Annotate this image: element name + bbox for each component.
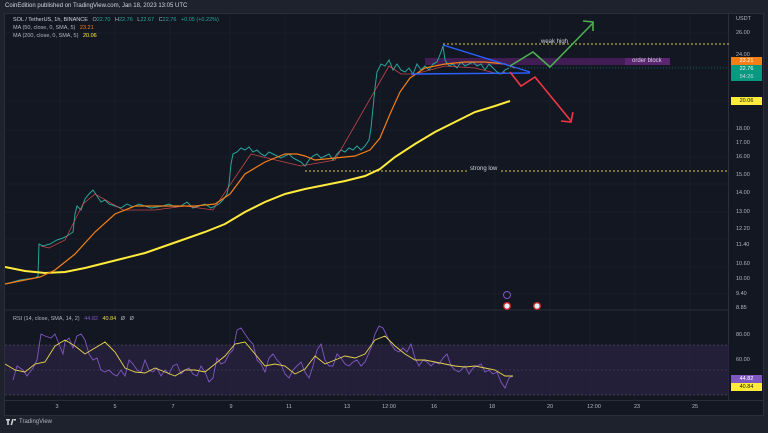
time-tick: 16	[430, 404, 438, 410]
time-tick: 20	[546, 404, 554, 410]
high-label: H	[115, 17, 119, 23]
close-value: 22.76	[162, 17, 177, 23]
rsi-sma-value: 40.84	[102, 316, 117, 322]
price-tick: 9.40	[736, 291, 747, 297]
price-tick: 17.00	[736, 140, 750, 146]
countdown-tag: 54:26	[731, 73, 762, 81]
ma200-line	[5, 100, 511, 275]
tradingview-logo-icon	[6, 419, 16, 425]
change-value: +0.05 (+0.22%)	[180, 17, 219, 23]
time-tick: 5	[113, 404, 117, 410]
strong-low-label: strong low	[468, 166, 500, 172]
symbol-name: SOL / TetherUS, 1h, BINANCE	[13, 17, 88, 23]
price-tick: 13.00	[736, 209, 750, 215]
ma200-value: 20.06	[82, 33, 97, 39]
price-tick: 26.00	[736, 30, 750, 36]
ma50-label: MA (50, close, 0, SMA, 5)	[13, 25, 76, 31]
time-tick: 13	[343, 404, 351, 410]
low-label: L	[137, 17, 141, 23]
tradingview-brand[interactable]: TradingView	[6, 419, 52, 425]
price-tick: 16.00	[736, 154, 750, 160]
open-value: 22.70	[96, 17, 111, 23]
high-value: 22.76	[119, 17, 133, 23]
chart-pane[interactable]: SOL / TetherUS, 1h, BINANCE O22.70 H22.7…	[4, 13, 730, 402]
time-tick: 25	[691, 404, 699, 410]
price-tick: 14.00	[736, 190, 750, 196]
rsi-tick: 60.00	[736, 357, 750, 363]
price-axis[interactable]: USDT 26.00 24.00 18.00 17.00 16.00 15.00…	[729, 13, 764, 401]
ma50-value: 23.21	[79, 25, 94, 31]
bullish-scenario-arrow	[509, 22, 594, 69]
ma50-legend[interactable]: MA (50, close, 0, SMA, 5) 23.21	[13, 24, 97, 32]
time-tick: 7	[171, 404, 175, 410]
bearish-scenario-arrow	[509, 71, 572, 122]
rsi-extra-1: Ø	[120, 316, 126, 322]
rsi-line	[12, 325, 514, 389]
rsi-tick: 80.00	[736, 332, 750, 338]
price-tick: 8.85	[736, 305, 747, 311]
rsi-legend[interactable]: RSI (14, close, SMA, 14, 2) 44.82 40.84 …	[13, 315, 137, 323]
price-tick: 18.00	[736, 126, 750, 132]
ma200-label: MA (200, close, 0, SMA, 5)	[13, 33, 79, 39]
time-tick: 3	[55, 404, 59, 410]
order-block-label: order block	[632, 58, 662, 64]
price-tick: 24.00	[736, 52, 750, 58]
symbol-legend[interactable]: SOL / TetherUS, 1h, BINANCE O22.70 H22.7…	[13, 16, 222, 24]
price-tick: 10.60	[736, 261, 750, 267]
published-header: CoinEdition published on TradingView.com…	[5, 3, 188, 9]
time-tick: 18	[488, 404, 496, 410]
weak-high-label: weak high	[541, 39, 569, 45]
triangle-upper-line	[442, 44, 531, 73]
close-label: C	[158, 17, 163, 23]
ma50-price-tag: 23.21	[731, 57, 762, 65]
time-tick: 9	[229, 404, 233, 410]
order-block-zone	[425, 58, 670, 65]
rsi-value-tag: 44.82	[731, 375, 762, 383]
rsi-label: RSI (14, close, SMA, 14, 2)	[13, 316, 80, 322]
price-chart-canvas	[5, 14, 730, 402]
time-axis[interactable]: 3 5 7 9 11 13 12:00 16 18 20 12:00 23 25	[4, 401, 764, 416]
low-value: 22.67	[140, 17, 155, 23]
rsi-value: 44.82	[84, 316, 98, 322]
rsi-extra-2: Ø	[129, 316, 134, 322]
currency-label: USDT	[736, 16, 751, 22]
ma50-line	[5, 61, 516, 285]
price-tick: 15.00	[736, 172, 750, 178]
time-tick: 12:00	[587, 404, 601, 410]
open-label: O	[92, 17, 97, 23]
price-tick: 10.00	[736, 276, 750, 282]
time-tick: 12:00	[382, 404, 396, 410]
price-tick: 11.40	[736, 242, 750, 248]
rsi-sma-line	[5, 335, 513, 377]
event-marker	[503, 291, 511, 299]
ma200-price-tag: 20.06	[731, 97, 762, 105]
ma200-legend[interactable]: MA (200, close, 0, SMA, 5) 20.06	[13, 32, 100, 40]
rsi-sma-tag: 40.84	[731, 383, 762, 391]
brand-name: TradingView	[19, 419, 53, 425]
last-price-tag: 22.76	[731, 65, 762, 73]
time-tick: 23	[633, 404, 641, 410]
price-tick: 12.20	[736, 226, 750, 232]
time-tick: 11	[286, 404, 292, 410]
